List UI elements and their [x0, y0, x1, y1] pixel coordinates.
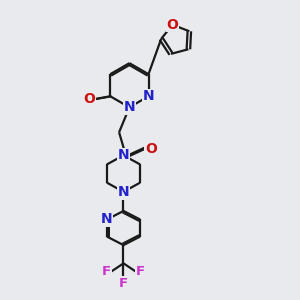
- Text: O: O: [145, 142, 157, 155]
- Text: N: N: [101, 212, 113, 226]
- Text: O: O: [84, 92, 96, 106]
- Text: O: O: [167, 18, 178, 32]
- Text: N: N: [124, 100, 135, 114]
- Text: N: N: [118, 185, 129, 199]
- Text: F: F: [119, 277, 128, 290]
- Text: N: N: [118, 148, 129, 162]
- Text: F: F: [136, 265, 145, 278]
- Text: F: F: [102, 265, 111, 278]
- Text: N: N: [143, 89, 154, 103]
